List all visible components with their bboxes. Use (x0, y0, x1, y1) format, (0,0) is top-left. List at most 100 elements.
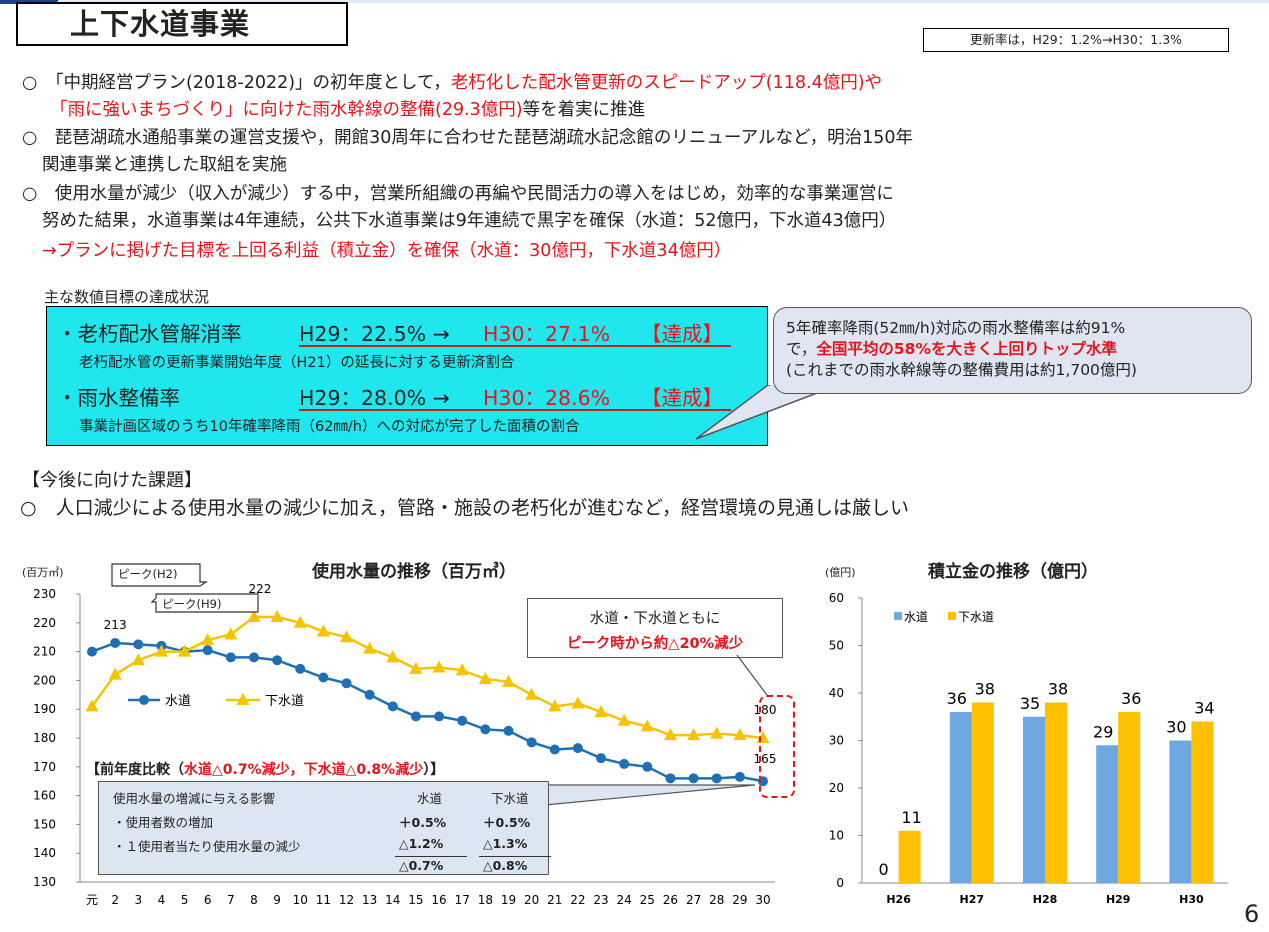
comparison-row-2-label: ・１使用者当たり使用水量の減少 (113, 839, 301, 854)
usage-y-tick-label: 150 (33, 817, 56, 831)
goal-1-badge: 【達成】 (641, 322, 723, 346)
reserve-x-tick-label: H28 (1033, 893, 1058, 906)
usage-point-sewer (108, 667, 122, 680)
usage-point-water (248, 652, 259, 663)
usage-x-tick-label: 4 (158, 893, 166, 907)
reserve-y-tick-label: 0 (836, 876, 844, 890)
usage-point-sewer (478, 671, 492, 684)
reserve-bar-label: 29 (1093, 722, 1113, 741)
bullet-2-line-2: 関連事業と連携した取組を実施 (42, 155, 287, 175)
usage-point-water (734, 771, 745, 782)
comparison-title-b: 水道△0.7%減少，下水道△0.8%減少 (184, 762, 424, 778)
usage-y-tick-label: 220 (33, 616, 56, 630)
usage-point-water (526, 737, 537, 748)
usage-point-sewer (201, 633, 215, 646)
reserve-legend-sewer-swatch (948, 612, 956, 620)
usage-x-tick-label: 10 (293, 893, 308, 907)
reserve-bar-sewer (1118, 712, 1141, 883)
usage-point-sewer (640, 719, 654, 732)
reserve-chart-unit: (億円) (825, 566, 856, 579)
peak-label-h2: ピーク(H2) (118, 567, 178, 581)
usage-point-sewer (525, 687, 539, 700)
bullet-1-text-c: 「雨に強いまちづくり」に向けた雨水幹線の整備(29.3億円) (50, 100, 523, 120)
goal-1-h30: H30：27.1% (483, 322, 611, 346)
usage-x-tick-label: 16 (431, 893, 446, 907)
usage-y-tick-label: 210 (33, 645, 56, 659)
comparison-pointer (545, 784, 756, 806)
usage-point-water (711, 773, 722, 784)
goal-2-h30: H30：28.6% (483, 386, 611, 410)
usage-point-sewer (617, 713, 631, 726)
usage-legend-sewer-label: 下水道 (265, 694, 304, 709)
comparison-total-sewer: △0.8% (483, 858, 528, 873)
usage-point-sewer (131, 653, 145, 666)
usage-x-tick-label: 30 (755, 893, 770, 907)
usage-x-tick-label: 27 (686, 893, 701, 907)
reserve-y-tick-label: 40 (829, 686, 844, 700)
reserve-y-tick-label: 20 (829, 781, 844, 795)
bullet-3-line-1: ○ 使用水量が減少（収入が減少）する中，営業所組織の再編や民間活力の導入をはじめ… (22, 184, 894, 204)
goals-title: 主な数値目標の達成状況 (44, 288, 210, 306)
usage-x-tick-label: 2 (111, 893, 119, 907)
usage-x-tick-label: 14 (385, 893, 400, 907)
usage-chart-title: 使用水量の推移（百万㎥） (312, 562, 516, 582)
usage-x-tick-label: 24 (617, 893, 632, 907)
usage-point-sewer (316, 624, 330, 637)
usage-point-sewer (386, 650, 400, 663)
reserve-y-tick-label: 60 (829, 591, 844, 605)
peak-label-h9: ピーク(H9) (162, 597, 222, 611)
comparison-title-a: 【前年度比較（ (86, 762, 184, 778)
reserve-bar-sewer (1045, 702, 1067, 883)
peak-callouts (111, 563, 259, 613)
reserve-bar-sewer (971, 702, 994, 883)
reserve-bar-water (1096, 745, 1119, 883)
bubble-line-2-a: で， (786, 340, 817, 358)
goal-1-h29: H29：22.5% → (299, 322, 450, 346)
reserve-bar-water (949, 712, 972, 883)
comparison-title: 【前年度比較（水道△0.7%減少，下水道△0.8%減少）】 (86, 759, 444, 779)
usage-point-water (549, 744, 560, 755)
comparison-row-1-sewer: ＋0.5% (483, 815, 531, 830)
comparison-row-2-sewer: △1.3% (483, 836, 528, 851)
usage-point-water (572, 743, 583, 754)
comparison-header-label: 使用水量の増減に与える影響 (113, 791, 276, 806)
reserve-legend-water-label: 水道 (904, 610, 928, 624)
bubble-tail (695, 385, 839, 440)
usage-x-tick-label: 6 (204, 893, 212, 907)
usage-y-tick-label: 130 (33, 875, 56, 889)
usage-point-water (410, 711, 421, 722)
usage-point-water (642, 761, 653, 772)
usage-point-water (341, 678, 352, 689)
comparison-row-1-water: ＋0.5% (399, 815, 447, 830)
comparison-row-2-water: △1.2% (399, 836, 444, 851)
usage-y-tick-label: 170 (33, 760, 56, 774)
usage-point-sewer (733, 728, 747, 741)
bullet-3-line-3: →プランに掲げた目標を上回る利益（積立金）を確保（水道：30億円，下水道34億円… (42, 241, 732, 261)
usage-point-sewer (178, 644, 192, 657)
goals-box: ・老朽配水管解消率 H29：22.5% → H30：27.1% 【達成】 老朽配… (46, 306, 768, 446)
usage-point-sewer (154, 644, 168, 657)
reserve-x-tick-label: H29 (1106, 893, 1131, 906)
usage-legend-water-label: 水道 (165, 694, 191, 709)
usage-x-tick-label: 19 (501, 893, 516, 907)
usage-point-sewer (224, 627, 238, 640)
usage-x-tick-label: 26 (663, 893, 678, 907)
usage-point-sewer (501, 674, 515, 687)
comparison-header-sewer: 下水道 (491, 791, 529, 806)
bubble-line-2: で，全国平均の58%を大きく上回りトップ水準 (786, 339, 1117, 360)
usage-point-water (364, 689, 375, 700)
usage-point-sewer (409, 661, 423, 674)
usage-point-water (457, 715, 468, 726)
reserve-bar-sewer (1191, 721, 1214, 883)
goal-2-name: ・雨水整備率 (57, 386, 180, 410)
usage-chart-unit: (百万㎥) (22, 566, 64, 579)
usage-point-sewer (363, 641, 377, 654)
usage-x-tick-label: 元 (86, 893, 98, 907)
issues-title: 【今後に向けた課題】 (22, 470, 202, 491)
usage-point-sewer (455, 663, 469, 676)
usage-x-tick-label: 20 (524, 893, 539, 907)
usage-x-tick-label: 25 (640, 893, 655, 907)
usage-x-tick-label: 21 (547, 893, 562, 907)
bubble-line-1: 5年確率降雨(52㎜/h)対応の雨水整備率は約91% (786, 319, 1126, 337)
